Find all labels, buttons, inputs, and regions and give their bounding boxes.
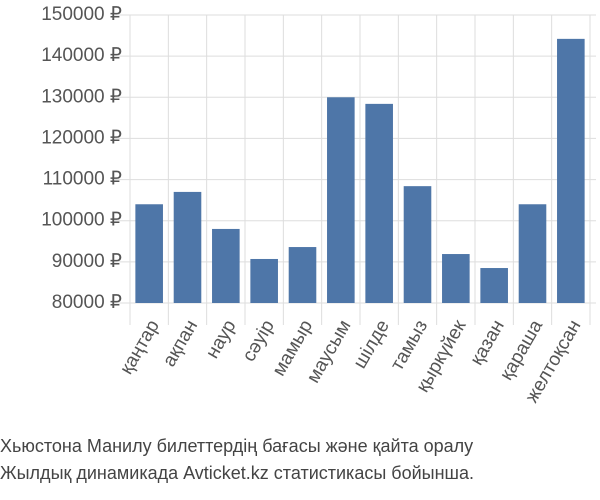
- y-tick-label: 150000 ₽: [41, 4, 122, 25]
- bar: [327, 97, 355, 304]
- bar: [135, 204, 163, 303]
- bar: [250, 258, 278, 303]
- caption-line: Хьюстона Манилу билеттердің бағасы және …: [0, 436, 473, 456]
- y-tick-label: 120000 ₽: [41, 127, 122, 148]
- caption-line: Жылдық динамикада Avticket.kz статистика…: [0, 463, 474, 483]
- y-tick-label: 80000 ₽: [52, 292, 122, 313]
- y-tick-label: 100000 ₽: [41, 210, 122, 231]
- y-tick-label: 110000 ₽: [43, 169, 122, 190]
- y-tick-label: 130000 ₽: [41, 86, 122, 107]
- bar: [442, 254, 470, 303]
- bar: [403, 186, 432, 303]
- x-tick-label: қаңтар: [116, 317, 164, 379]
- bar: [365, 103, 393, 304]
- y-tick-label: 140000 ₽: [41, 45, 122, 66]
- bar: [557, 38, 585, 304]
- y-tick-label: 90000 ₽: [52, 251, 122, 272]
- bar: [288, 247, 317, 303]
- bar: [518, 204, 547, 303]
- bar: [480, 268, 508, 303]
- bar: [173, 191, 202, 303]
- x-tick-label: ақпан: [159, 317, 202, 371]
- x-tick-label: наур: [202, 317, 241, 363]
- bar: [212, 228, 240, 303]
